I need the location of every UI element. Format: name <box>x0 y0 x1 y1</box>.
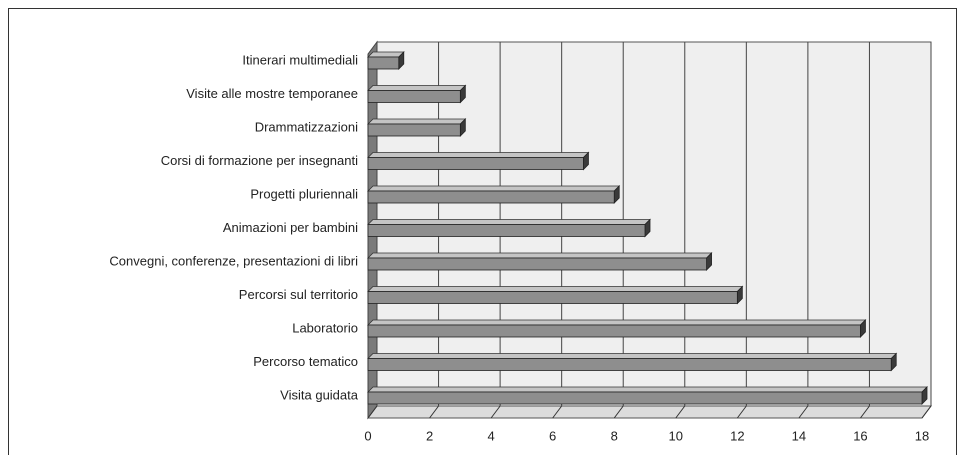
bar-top <box>367 353 898 359</box>
bar-front <box>367 190 615 204</box>
bar <box>367 386 928 405</box>
bar <box>367 352 898 372</box>
x-tick-label: 10 <box>669 428 683 443</box>
y-tick-label: Visita guidata <box>280 387 359 402</box>
x-tick-label: 8 <box>611 428 618 443</box>
bar-top <box>367 51 405 58</box>
floor <box>367 405 932 419</box>
tick-mark <box>860 405 870 419</box>
bar-front <box>367 56 400 70</box>
bar-top <box>367 252 713 259</box>
y-tick-label: Percorso tematico <box>253 354 358 369</box>
y-tick-label: Itinerari multimediali <box>242 52 358 67</box>
bar <box>367 84 467 104</box>
tick-mark <box>798 405 809 419</box>
bar-front <box>367 291 738 304</box>
bar-top <box>367 319 867 326</box>
y-tick-label: Convegni, conferenze, presentazioni di l… <box>109 253 358 268</box>
bar <box>367 185 621 204</box>
bar <box>367 285 744 305</box>
bar-top <box>367 386 928 393</box>
y-tick-label: Visite alle mostre temporanee <box>186 86 358 101</box>
y-tick-label: Drammatizzazioni <box>255 119 358 134</box>
tick-mark <box>736 405 747 419</box>
bar-top <box>367 219 651 225</box>
bar-top <box>367 118 467 125</box>
bar <box>367 151 590 171</box>
bar-front <box>367 90 461 103</box>
bar <box>367 118 467 137</box>
x-tick-label: 16 <box>853 428 867 443</box>
bar-top <box>367 286 744 292</box>
y-tick-label: Laboratorio <box>292 320 358 335</box>
bar-front <box>367 324 861 338</box>
bar <box>367 218 651 238</box>
bar-front <box>367 257 707 271</box>
bar-top <box>367 185 621 192</box>
x-tick-label: 14 <box>792 428 806 443</box>
tick-mark <box>921 405 932 419</box>
bar <box>367 252 713 271</box>
bar-top <box>367 152 590 158</box>
y-tick-label: Corsi di formazione per insegnanti <box>161 153 358 168</box>
x-tick-label: 18 <box>915 428 929 443</box>
y-tick-label: Progetti pluriennali <box>250 186 358 201</box>
y-tick-label: Animazioni per bambini <box>223 220 358 235</box>
bar-front <box>367 157 584 170</box>
tick-mark <box>675 405 686 419</box>
tick-mark <box>613 405 624 419</box>
x-tick-label: 6 <box>549 428 556 443</box>
bar-front <box>367 358 892 371</box>
bar-front <box>367 224 646 237</box>
x-tick-label: 12 <box>730 428 744 443</box>
tick-mark <box>490 405 501 419</box>
bar <box>367 319 867 338</box>
bar-front <box>367 123 461 137</box>
x-tick-label: 2 <box>426 428 433 443</box>
x-tick-label: 0 <box>364 428 371 443</box>
x-tick-label: 4 <box>487 428 494 443</box>
bar-top <box>367 85 467 91</box>
bar <box>367 51 405 70</box>
tick-mark <box>367 405 378 419</box>
tick-mark <box>552 405 563 419</box>
y-tick-label: Percorsi sul territorio <box>239 287 358 302</box>
tick-mark <box>429 405 439 419</box>
bar-front <box>367 391 923 405</box>
